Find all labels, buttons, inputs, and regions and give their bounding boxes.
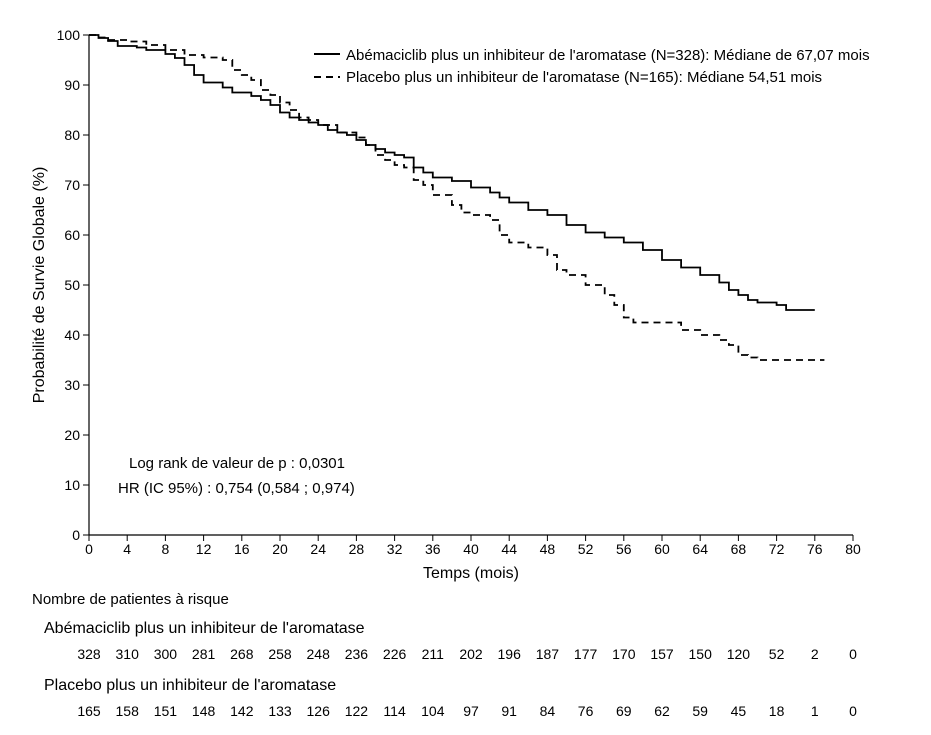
x-tick-label: 56 — [616, 541, 632, 557]
risk-count: 91 — [501, 703, 517, 719]
risk-count: 151 — [153, 703, 178, 719]
risk-count: 142 — [230, 703, 254, 719]
x-tick-label: 20 — [272, 541, 288, 557]
risk-count: 258 — [268, 646, 292, 662]
risk-count: 59 — [692, 703, 708, 719]
series-line-placebo — [89, 34, 825, 361]
risk-count: 300 — [153, 646, 178, 662]
y-axis-ticks: 0 10 20 30 40 50 60 70 80 90 100 — [57, 27, 89, 543]
risk-count: 76 — [577, 703, 594, 719]
risk-count: 202 — [459, 646, 483, 662]
risk-count: 187 — [535, 646, 560, 662]
risk-count: 120 — [726, 646, 751, 662]
x-axis-ticks: 0 4 8 12 16 20 24 28 32 36 40 44 48 52 56 60 64 68 72 76 80 — [85, 535, 861, 557]
x-tick-label: 4 — [123, 541, 131, 557]
legend-label-abemaciclib: Abémaciclib plus un inhibiteur de l'arom… — [346, 47, 870, 64]
risk-count: 157 — [650, 646, 674, 662]
risk-count: 2 — [810, 646, 819, 662]
risk-table-title: Nombre de patientes à risque — [32, 591, 229, 608]
x-tick-label: 32 — [387, 541, 403, 557]
x-tick-label: 24 — [310, 541, 326, 557]
risk-count: 310 — [115, 646, 139, 662]
risk-count: 165 — [77, 703, 101, 719]
risk-count: 158 — [115, 703, 139, 719]
x-tick-label: 80 — [845, 541, 861, 557]
x-tick-label: 52 — [578, 541, 594, 557]
risk-count: 18 — [768, 703, 785, 719]
risk-count: 62 — [654, 703, 670, 719]
risk-count: 236 — [344, 646, 369, 662]
risk-row-label-placebo: Placebo plus un inhibiteur de l'aromatas… — [44, 677, 337, 694]
series-line-abemaciclib — [89, 34, 815, 311]
x-tick-label: 76 — [807, 541, 823, 557]
annotation-log-rank: Log rank de valeur de p : 0,0301 — [129, 455, 345, 472]
risk-count: 226 — [382, 646, 407, 662]
risk-count: 248 — [306, 646, 330, 662]
risk-count: 69 — [616, 703, 632, 719]
x-tick-label: 44 — [501, 541, 517, 557]
y-tick-label: 50 — [64, 277, 80, 293]
risk-count: 268 — [230, 646, 254, 662]
risk-count: 122 — [344, 703, 369, 719]
x-tick-label: 60 — [654, 541, 670, 557]
x-tick-label: 0 — [85, 541, 93, 557]
risk-row-label-abemaciclib: Abémaciclib plus un inhibiteur de l'arom… — [44, 620, 365, 637]
y-tick-label: 30 — [64, 377, 80, 393]
x-tick-label: 40 — [463, 541, 479, 557]
x-tick-label: 68 — [731, 541, 747, 557]
risk-count: 114 — [383, 703, 406, 719]
risk-count: 281 — [191, 646, 216, 662]
risk-count: 0 — [849, 646, 857, 662]
x-tick-label: 28 — [349, 541, 365, 557]
x-tick-label: 8 — [162, 541, 170, 557]
y-tick-label: 40 — [64, 327, 80, 343]
y-axis-label: Probabilité de Survie Globale (%) — [31, 167, 48, 404]
x-tick-label: 16 — [234, 541, 250, 557]
risk-count: 177 — [573, 646, 598, 662]
x-tick-label: 64 — [692, 541, 708, 557]
risk-count: 196 — [497, 646, 521, 662]
risk-count: 97 — [463, 703, 479, 719]
y-tick-label: 10 — [64, 477, 80, 493]
risk-count: 0 — [849, 703, 857, 719]
risk-count: 84 — [539, 703, 556, 719]
risk-count: 328 — [77, 646, 101, 662]
risk-count: 211 — [421, 646, 444, 662]
y-tick-label: 60 — [64, 227, 80, 243]
y-tick-label: 80 — [64, 127, 80, 143]
y-tick-label: 0 — [72, 527, 80, 543]
km-survival-chart: 0 4 8 12 16 20 24 28 32 36 40 44 48 52 56 60 64 68 72 76 80 … — [31, 27, 870, 582]
risk-count: 170 — [612, 646, 636, 662]
risk-count: 45 — [730, 703, 747, 719]
x-tick-label: 36 — [425, 541, 441, 557]
y-tick-label: 70 — [64, 177, 80, 193]
risk-count: 52 — [768, 646, 785, 662]
x-tick-label: 48 — [540, 541, 556, 557]
y-tick-label: 100 — [57, 27, 81, 43]
x-tick-label: 72 — [769, 541, 785, 557]
risk-count: 150 — [688, 646, 712, 662]
risk-count: 1 — [810, 703, 819, 719]
y-tick-label: 90 — [64, 77, 80, 93]
risk-count: 126 — [306, 703, 330, 719]
x-tick-label: 12 — [196, 541, 212, 557]
risk-count: 148 — [191, 703, 216, 719]
x-axis-label: Temps (mois) — [423, 565, 519, 582]
y-tick-label: 20 — [64, 427, 80, 443]
annotation-hazard-ratio: HR (IC 95%) : 0,754 (0,584 ; 0,974) — [118, 480, 355, 497]
risk-count: 104 — [421, 703, 445, 719]
series-layer — [89, 34, 825, 361]
legend: Abémaciclib plus un inhibiteur de l'arom… — [314, 47, 870, 86]
legend-label-placebo: Placebo plus un inhibiteur de l'aromatas… — [346, 69, 822, 86]
risk-count: 133 — [268, 703, 292, 719]
